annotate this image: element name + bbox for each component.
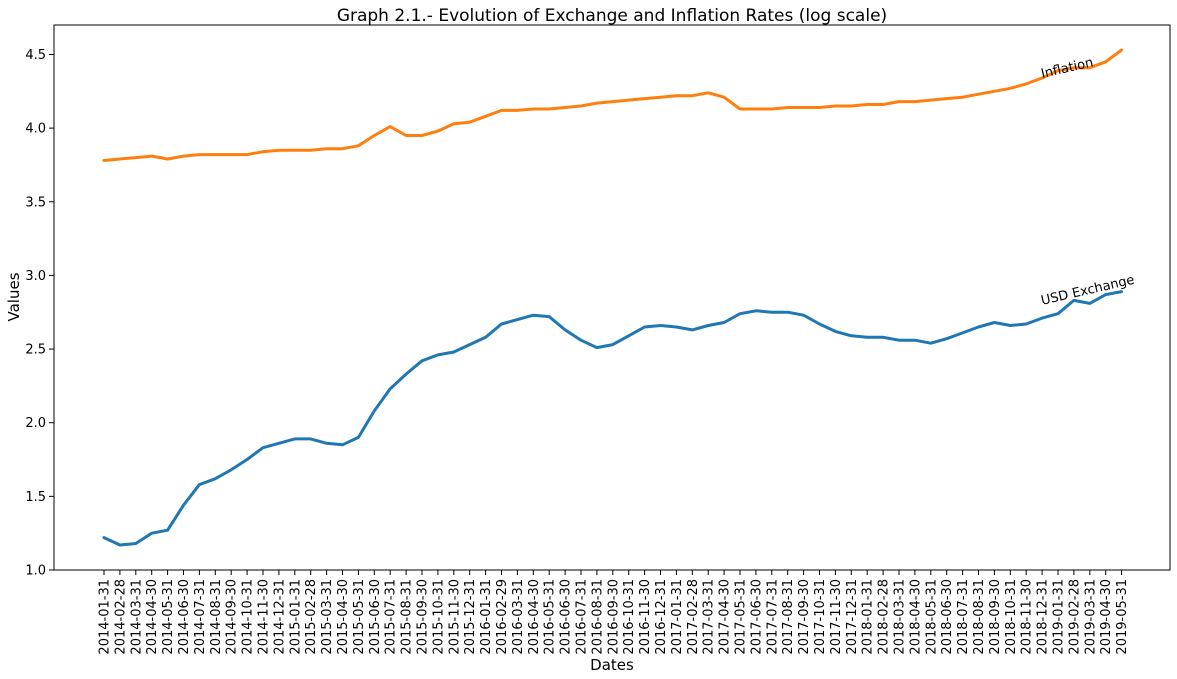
x-tick-label: 2015-11-30 [447,579,462,655]
x-tick-label: 2017-01-31 [670,579,685,655]
x-tick-label: 2016-12-31 [654,579,669,655]
x-tick-label: 2019-05-31 [1115,579,1130,655]
x-tick-label: 2014-06-30 [177,579,192,655]
series-line-usd-exchange [102,290,1124,547]
x-tick-label: 2019-02-28 [1067,579,1082,655]
x-tick-label: 2015-06-30 [368,579,383,655]
x-tick-label: 2017-03-31 [702,579,717,655]
x-tick-label: 2018-08-31 [972,579,987,655]
x-tick-label: 2015-05-31 [352,579,367,655]
x-tick-label: 2016-10-31 [622,579,637,655]
x-tick-label: 2015-12-31 [463,579,478,655]
x-tick-label: 2014-12-31 [272,579,287,655]
x-tick-label: 2018-04-30 [908,579,923,655]
x-tick-label: 2016-04-30 [527,579,542,655]
y-tick-label: 1.0 [25,564,46,579]
y-tick-label: 2.0 [25,416,46,431]
x-tick-label: 2014-01-31 [98,579,113,655]
x-tick-label: 2016-03-31 [511,579,526,655]
x-tick-label: 2019-04-30 [1099,579,1114,655]
x-tick-label: 2015-07-31 [384,579,399,655]
x-tick-label: 2018-11-30 [1020,579,1035,655]
x-tick-label: 2017-07-31 [765,579,780,655]
plot-lines [102,48,1124,547]
chart-title: Graph 2.1.- Evolution of Exchange and In… [337,6,887,26]
x-tick-label: 2017-09-30 [797,579,812,655]
x-tick-label: 2016-06-30 [559,579,574,655]
x-tick-label: 2016-11-30 [638,579,653,655]
x-tick-label: 2015-09-30 [416,579,431,655]
x-tick-label: 2016-09-30 [606,579,621,655]
x-tick-label: 2019-03-31 [1083,579,1098,655]
x-tick-label: 2015-08-31 [400,579,415,655]
x-tick-label: 2017-12-31 [845,579,860,655]
x-tick-label: 2015-03-31 [320,579,335,655]
x-tick-label: 2017-08-31 [781,579,796,655]
x-tick-label: 2018-03-31 [893,579,908,655]
x-tick-label: 2014-10-31 [241,579,256,655]
x-tick-label: 2018-06-30 [940,579,955,655]
y-tick-label: 4.5 [25,48,46,63]
y-tick-label: 4.0 [25,122,46,137]
x-tick-label: 2018-07-31 [956,579,971,655]
y-axis-label: Values [5,272,23,321]
x-tick-label: 2014-07-31 [193,579,208,655]
y-axis: 1.0 1.5 2.0 2.5 3.0 3.5 4.0 4.5 [25,48,54,579]
x-tick-label: 2014-09-30 [225,579,240,655]
x-tick-label: 2018-05-31 [924,579,939,655]
x-tick-label: 2015-02-28 [304,579,319,655]
x-tick-label: 2018-09-30 [988,579,1003,655]
y-tick-label: 1.5 [25,490,46,505]
x-tick-label: 2018-12-31 [1036,579,1051,655]
x-tick-label: 2017-11-30 [829,579,844,655]
x-tick-label: 2016-01-31 [479,579,494,655]
x-tick-label: 2015-01-31 [288,579,303,655]
x-tick-label: 2018-10-31 [1004,579,1019,655]
x-tick-label: 2014-08-31 [209,579,224,655]
x-tick-label: 2016-05-31 [543,579,558,655]
x-tick-label: 2018-02-28 [877,579,892,655]
x-tick-label: 2018-01-31 [861,579,876,655]
x-tick-label: 2014-04-30 [145,579,160,655]
x-tick-label: 2014-03-31 [129,579,144,655]
x-tick-label: 2015-04-30 [336,579,351,655]
x-axis: 2014-01-31 2014-02-28 2014-03-31 2014-04-30… [98,570,1130,655]
x-tick-label: 2015-10-31 [431,579,446,655]
plot-frame [53,24,1171,571]
x-tick-label: 2016-02-29 [495,579,510,655]
y-tick-label: 2.5 [25,343,46,358]
x-tick-label: 2014-02-28 [113,579,128,655]
x-tick-label: 2017-05-31 [734,579,749,655]
y-tick-label: 3.0 [25,269,46,284]
x-tick-label: 2019-01-31 [1052,579,1067,655]
x-tick-label: 2014-05-31 [161,579,176,655]
x-tick-label: 2017-02-28 [686,579,701,655]
x-tick-label: 2014-11-30 [257,579,272,655]
x-tick-label: 2017-10-31 [813,579,828,655]
x-tick-label: 2017-04-30 [718,579,733,655]
annotation-inflation: Inflation [1040,55,1095,82]
series-line-inflation [102,48,1124,162]
y-tick-label: 3.5 [25,195,46,210]
x-tick-label: 2017-06-30 [749,579,764,655]
x-axis-label: Dates [590,656,634,674]
x-tick-label: 2016-07-31 [575,579,590,655]
x-tick-label: 2016-08-31 [590,579,605,655]
